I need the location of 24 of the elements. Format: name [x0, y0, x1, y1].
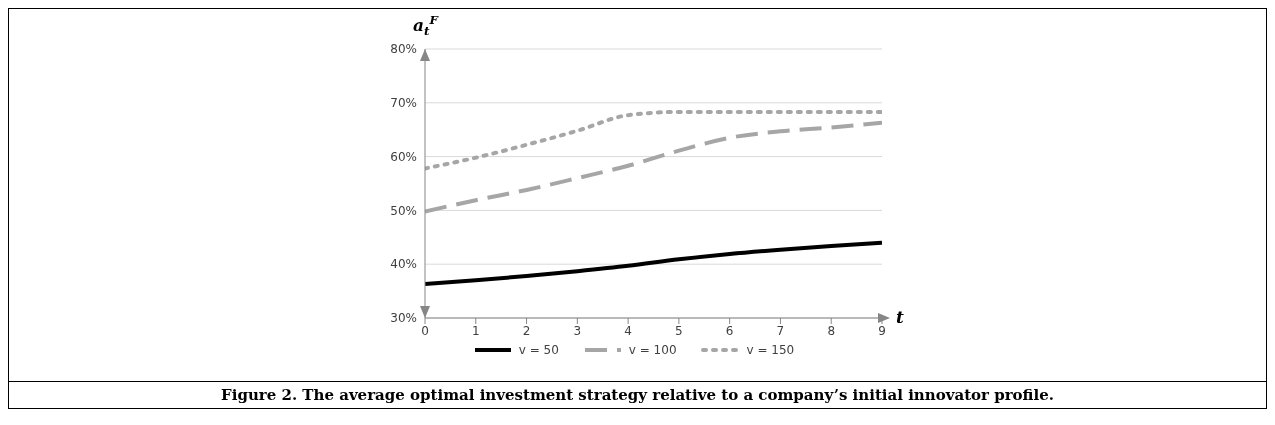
y-tick-label: 30%: [390, 311, 417, 326]
legend-label: v = 50: [518, 343, 559, 357]
y-tick-label: 80%: [390, 42, 417, 57]
line-series: [425, 109, 882, 171]
line-series: [425, 120, 882, 214]
x-tick-label: 1: [471, 323, 480, 338]
x-tick-label: 0: [421, 323, 429, 338]
x-tick-label: 7: [776, 323, 785, 338]
y-tick-label: 70%: [390, 96, 417, 111]
x-axis-title: t: [896, 307, 904, 327]
caption: Figure 2. The average optimal investment strategy relative to a company’s initial innovator profile.: [220, 386, 1055, 404]
legend-label: v = 150: [746, 343, 795, 357]
x-tick-label: 6: [725, 323, 734, 338]
line-series: [425, 240, 882, 287]
y-tick-label: 60%: [390, 149, 417, 164]
legend-label: v = 100: [628, 343, 677, 357]
x-tick-label: 9: [878, 323, 886, 338]
y-tick-label: 40%: [390, 257, 417, 272]
x-tick-label: 5: [675, 323, 683, 338]
x-tick-label: 8: [827, 323, 836, 338]
x-tick-label: 4: [624, 323, 632, 338]
x-tick-label: 3: [573, 323, 582, 338]
y-tick-label: 50%: [390, 203, 417, 218]
x-tick-label: 2: [522, 323, 531, 338]
